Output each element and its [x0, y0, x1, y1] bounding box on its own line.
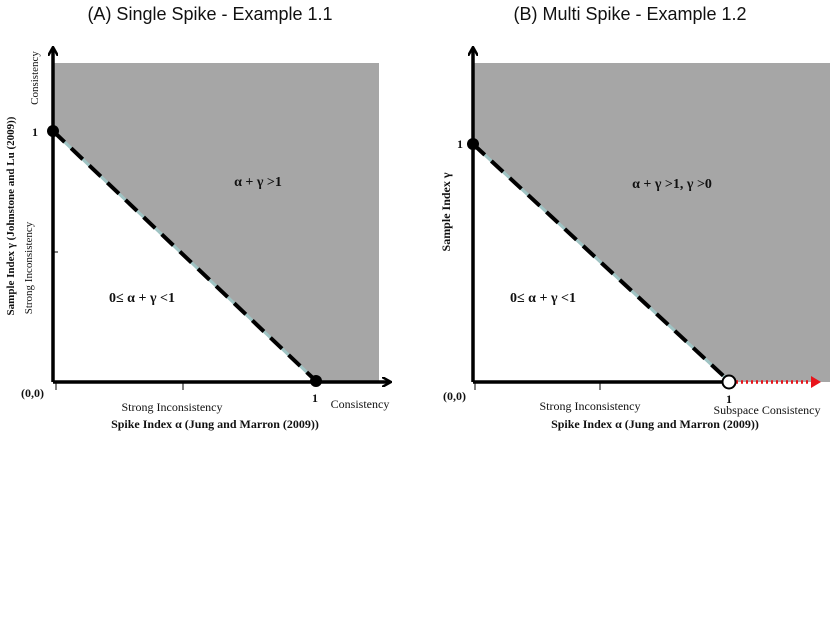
panel-b-x-one-label: 1	[726, 392, 732, 406]
panel-a-y-strong-inconsistency: Strong Inconsistency	[23, 221, 35, 314]
panel-b-x-strong-inconsistency: Strong Inconsistency	[540, 399, 641, 413]
panel-a-point-x1	[310, 375, 322, 387]
panel-b-shaded-region	[473, 63, 830, 382]
panel-a: (A) Single Spike - Example 1.1 1 (0,0) 1…	[5, 4, 390, 431]
panel-a-y-consistency: Consistency	[29, 51, 41, 105]
panel-b-title: (B) Multi Spike - Example 1.2	[513, 4, 746, 24]
panel-b-region-lower: 0≤ α + γ <1	[510, 291, 576, 306]
panel-a-boundary-dashed	[51, 129, 318, 383]
panel-a-origin-label: (0,0)	[21, 386, 44, 400]
panel-a-x-consistency: Consistency	[331, 397, 390, 411]
panel-b-x-axis-label: Spike Index α (Jung and Marron (2009))	[551, 417, 759, 431]
panel-b-point-x1-open	[721, 374, 737, 390]
panel-b-boundary-dashed	[471, 142, 731, 383]
panel-a-point-y1	[47, 125, 59, 137]
panel-b: (B) Multi Spike - Example 1.2 1 (0,0) 1 …	[439, 4, 830, 431]
panel-a-title: (A) Single Spike - Example 1.1	[87, 4, 332, 24]
panel-a-shaded-region	[53, 63, 379, 382]
panel-b-origin-label: (0,0)	[443, 389, 466, 403]
panel-a-region-upper: α + γ >1	[234, 175, 282, 190]
panel-b-y-one-label: 1	[457, 137, 463, 151]
panel-a-x-axis-label: Spike Index α (Jung and Marron (2009))	[111, 417, 319, 431]
panel-a-y-one-label: 1	[32, 125, 38, 139]
panel-b-point-y1	[467, 138, 479, 150]
panel-b-y-axis-label: Sample Index γ	[439, 172, 453, 251]
panel-a-y-axis-label: Sample Index γ (Johnstone and Lu (2009))	[5, 116, 17, 315]
panel-b-x-subspace-consistency: Subspace Consistency	[714, 403, 821, 417]
panel-a-x-one-label: 1	[312, 391, 318, 405]
panel-a-region-lower: 0≤ α + γ <1	[109, 291, 175, 306]
panel-b-region-upper: α + γ >1, γ >0	[632, 177, 712, 192]
panel-a-x-strong-inconsistency: Strong Inconsistency	[122, 400, 223, 414]
